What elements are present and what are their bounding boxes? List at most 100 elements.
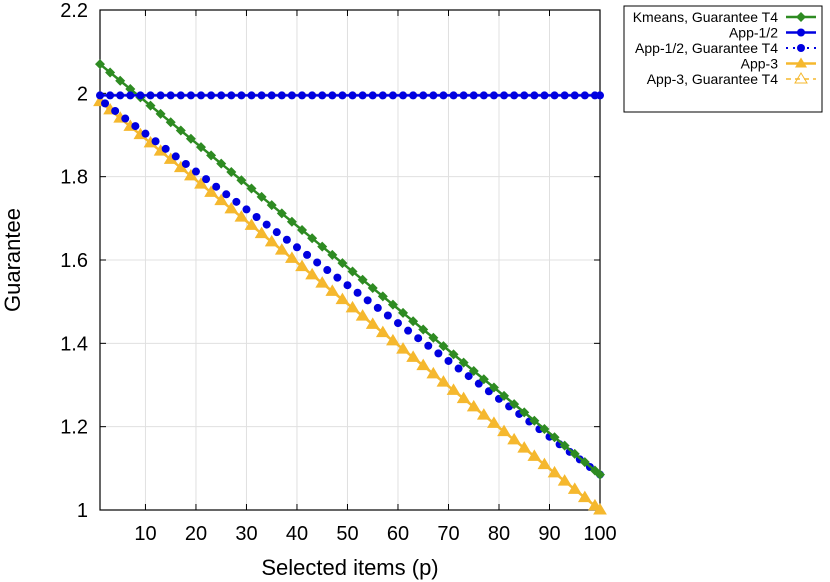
data-point	[262, 220, 271, 229]
data-point	[126, 91, 135, 100]
data-point	[317, 241, 328, 252]
y-axis-label: Guarantee	[0, 208, 25, 312]
data-point	[383, 311, 392, 320]
data-point	[207, 91, 216, 100]
x-tick-label: 50	[336, 523, 358, 545]
data-point	[316, 277, 329, 288]
data-point	[498, 425, 511, 436]
legend-box	[623, 5, 823, 113]
data-point	[467, 400, 480, 411]
data-point	[366, 318, 379, 329]
data-point	[459, 91, 468, 100]
data-point	[468, 365, 479, 376]
y-tick-label: 1.8	[60, 167, 88, 189]
legend-label: App-1/2, Guarantee T4	[635, 40, 778, 56]
data-point	[549, 432, 560, 443]
data-point	[336, 293, 349, 304]
data-point	[408, 316, 419, 327]
data-point	[303, 250, 312, 259]
y-tick-label: 1.4	[60, 333, 88, 355]
data-point	[588, 499, 601, 510]
data-point	[131, 122, 140, 131]
y-tick-label: 2.2	[60, 0, 88, 22]
x-tick-label: 20	[185, 523, 207, 545]
data-point	[444, 356, 453, 365]
data-point	[417, 359, 430, 370]
data-point	[256, 191, 267, 202]
data-point	[191, 167, 200, 176]
data-point	[397, 343, 410, 354]
x-tick-label: 80	[488, 523, 510, 545]
data-point	[165, 117, 176, 128]
y-tick-label: 1.2	[60, 417, 88, 439]
data-point	[457, 392, 470, 403]
x-tick-label: 90	[538, 523, 560, 545]
data-point	[96, 91, 104, 100]
data-point	[145, 100, 156, 111]
data-point	[487, 417, 500, 428]
data-point	[246, 183, 257, 194]
data-point	[327, 249, 338, 260]
data-point	[387, 299, 398, 310]
data-point	[115, 75, 126, 86]
data-point	[358, 91, 367, 100]
data-point	[528, 450, 541, 461]
data-point	[356, 310, 369, 321]
data-point	[539, 423, 550, 434]
data-point	[530, 91, 539, 100]
data-point	[151, 137, 160, 146]
data-point	[323, 266, 332, 275]
data-point	[580, 91, 589, 100]
data-point	[568, 483, 581, 494]
data-point	[414, 334, 423, 343]
data-point	[136, 91, 145, 100]
data-point	[298, 91, 307, 100]
series-1	[96, 91, 604, 100]
series-layer	[93, 59, 607, 515]
legend-label: App-3	[741, 56, 779, 72]
data-point	[353, 288, 362, 297]
x-tick-label: 30	[235, 523, 257, 545]
x-tick-label: 10	[134, 523, 156, 545]
legend-label: App-1/2	[729, 25, 778, 41]
data-point	[146, 91, 155, 100]
data-point	[328, 91, 337, 100]
data-point	[235, 211, 248, 222]
series-2	[101, 99, 604, 479]
data-point	[292, 243, 301, 252]
data-point	[338, 91, 347, 100]
data-point	[438, 341, 449, 352]
data-point	[550, 91, 559, 100]
data-point	[272, 228, 281, 237]
data-point	[205, 186, 218, 197]
data-point	[226, 166, 237, 177]
data-point	[297, 224, 308, 235]
data-point	[529, 415, 540, 426]
data-point	[257, 91, 266, 100]
x-tick-label: 100	[583, 523, 616, 545]
data-point	[141, 129, 150, 138]
data-point	[398, 307, 409, 318]
data-point	[464, 372, 473, 381]
data-point	[346, 301, 359, 312]
data-point	[164, 153, 177, 164]
legend-marker	[794, 72, 808, 84]
data-point	[245, 219, 258, 230]
data-point	[378, 91, 387, 100]
data-point	[419, 91, 428, 100]
data-point	[348, 91, 357, 100]
x-tick-label: 40	[286, 523, 308, 545]
data-point	[277, 91, 286, 100]
data-point	[185, 133, 196, 144]
data-point	[558, 475, 571, 486]
data-point	[171, 152, 180, 161]
data-point	[388, 91, 397, 100]
data-point	[477, 409, 490, 420]
data-point	[429, 91, 438, 100]
data-point	[559, 440, 570, 451]
data-point	[318, 91, 327, 100]
data-point	[286, 216, 297, 227]
data-point	[252, 213, 261, 222]
data-point	[510, 91, 519, 100]
data-point	[377, 291, 388, 302]
